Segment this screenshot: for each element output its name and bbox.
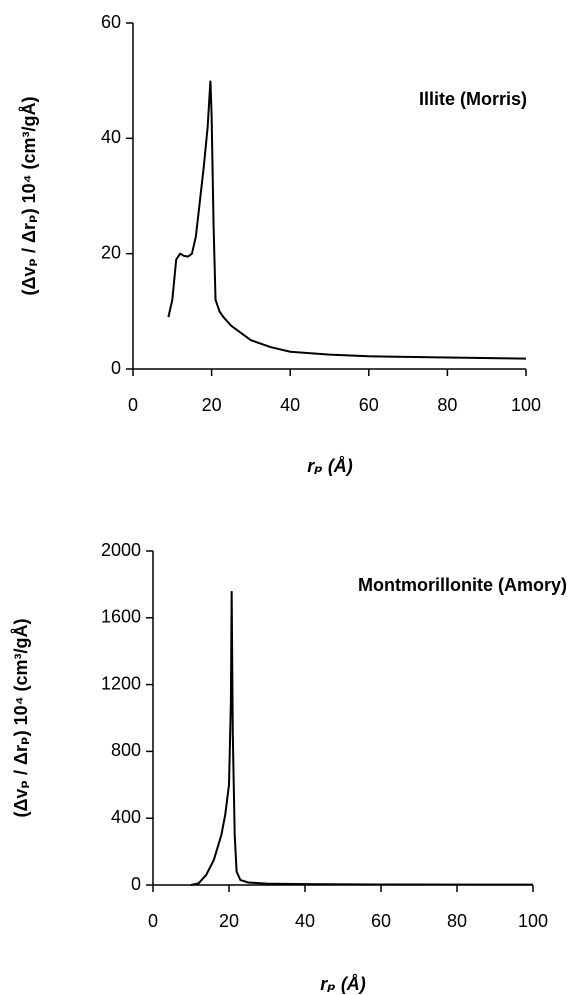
x-tick-label: 0 bbox=[148, 911, 158, 931]
x-tick-label: 80 bbox=[437, 395, 457, 415]
x-tick-label: 0 bbox=[128, 395, 138, 415]
x-tick-label: 60 bbox=[359, 395, 379, 415]
x-tick-label: 60 bbox=[371, 911, 391, 931]
y-tick-label: 0 bbox=[131, 874, 141, 894]
y-tick-label: 800 bbox=[111, 740, 141, 760]
x-tick-label: 20 bbox=[202, 395, 222, 415]
y-tick-label: 0 bbox=[111, 358, 121, 378]
y-tick-label: 400 bbox=[111, 807, 141, 827]
x-tick-label: 40 bbox=[280, 395, 300, 415]
data-line bbox=[190, 591, 534, 886]
annotation: Illite (Morris) bbox=[419, 89, 527, 109]
x-tick-label: 40 bbox=[295, 911, 315, 931]
annotation: Montmorillonite (Amory) bbox=[358, 575, 567, 595]
x-tick-label: 100 bbox=[518, 911, 548, 931]
x-axis-label: rₚ (Å) bbox=[307, 456, 353, 476]
y-axis-label: (Δvₚ / Δrₚ) 10⁴ (cm³/gÅ) bbox=[11, 618, 31, 817]
y-tick-label: 2000 bbox=[101, 540, 141, 560]
x-axis-label: rₚ (Å) bbox=[320, 974, 366, 994]
y-tick-label: 1200 bbox=[101, 673, 141, 693]
y-axis-label: (Δvₚ / Δrₚ) 10⁴ (cm³/gÅ) bbox=[19, 96, 39, 295]
y-tick-label: 40 bbox=[101, 127, 121, 147]
y-tick-label: 20 bbox=[101, 242, 121, 262]
x-tick-label: 20 bbox=[219, 911, 239, 931]
x-tick-label: 80 bbox=[447, 911, 467, 931]
x-tick-label: 100 bbox=[511, 395, 541, 415]
y-tick-label: 60 bbox=[101, 12, 121, 32]
y-tick-label: 1600 bbox=[101, 607, 141, 627]
data-line bbox=[167, 80, 527, 360]
